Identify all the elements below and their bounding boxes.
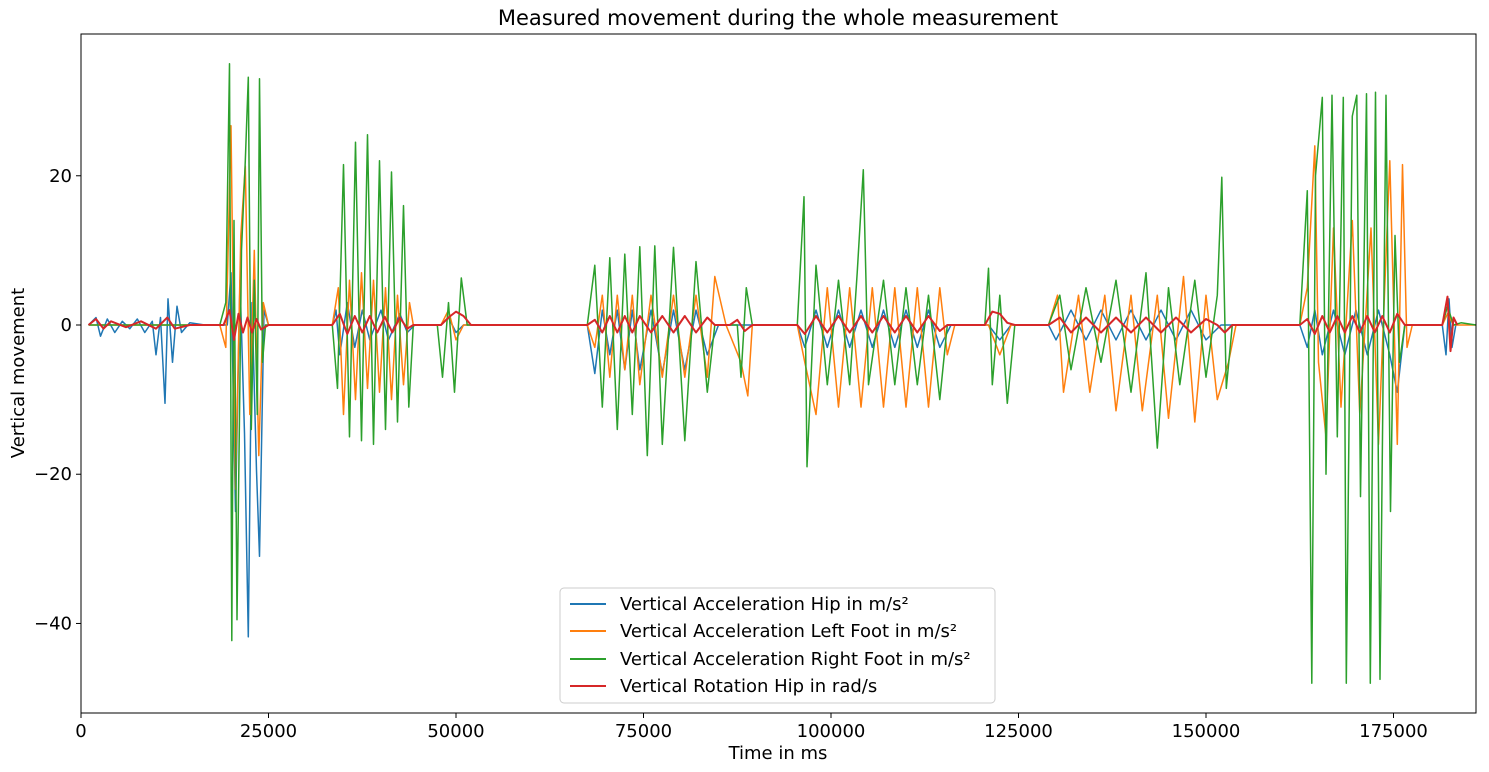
legend-label-right-foot-acceleration: Vertical Acceleration Right Foot in m/s² xyxy=(620,649,971,670)
legend-box xyxy=(559,587,996,704)
x-tick-label: 75000 xyxy=(615,721,672,742)
x-tick-label: 150000 xyxy=(1172,721,1241,742)
series-line-1 xyxy=(88,125,1476,490)
x-tick-label: 0 xyxy=(75,721,86,742)
y-tick-label: −40 xyxy=(34,613,72,634)
chart-title: Measured movement during the whole measu… xyxy=(498,6,1058,30)
y-axis: −40 −20 0 20 xyxy=(34,166,81,634)
x-axis-label: Time in ms xyxy=(728,743,828,764)
series-line-3 xyxy=(87,295,1459,353)
x-tick-label: 25000 xyxy=(240,721,297,742)
series-layer xyxy=(87,63,1477,684)
x-tick-label: 50000 xyxy=(427,721,484,742)
x-tick-label: 175000 xyxy=(1359,721,1428,742)
series-line-2 xyxy=(88,63,1477,684)
x-tick-label: 125000 xyxy=(984,721,1053,742)
plot-frame xyxy=(80,33,1477,714)
y-axis-label: Vertical movement xyxy=(8,288,29,458)
y-tick-label: 0 xyxy=(61,315,72,336)
legend-label-hip-acceleration: Vertical Acceleration Hip in m/s² xyxy=(620,594,909,615)
x-axis: 0 25000 50000 75000 100000 125000 150000 175000 xyxy=(75,713,1428,742)
x-tick-label: 100000 xyxy=(797,721,866,742)
y-tick-label: 20 xyxy=(49,166,72,187)
y-tick-label: −20 xyxy=(34,464,72,485)
legend-label-left-foot-acceleration: Vertical Acceleration Left Foot in m/s² xyxy=(620,621,957,642)
legend-label-hip-rotation: Vertical Rotation Hip in rad/s xyxy=(620,676,877,697)
legend: Vertical Acceleration Hip in m/s² Vertic… xyxy=(559,587,996,704)
